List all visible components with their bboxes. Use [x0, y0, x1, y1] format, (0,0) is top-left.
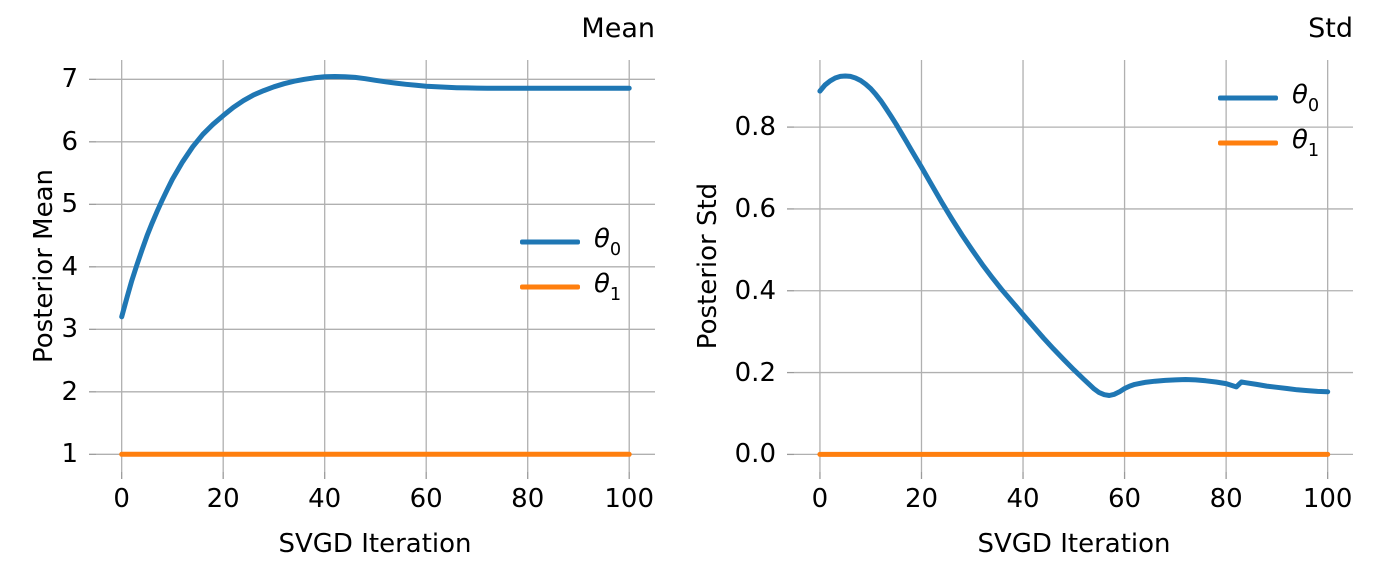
std-chart-title: Std — [1308, 13, 1353, 44]
std-legend-label-theta0: θ0 — [1292, 80, 1320, 117]
std-x-tick-label: 20 — [904, 484, 939, 514]
mean-y-tick-label: 7 — [61, 64, 78, 95]
mean-x-tick-label: 40 — [308, 484, 342, 514]
mean-x-tick-label: 20 — [206, 484, 240, 514]
mean-y-axis-label: Posterior Mean — [29, 168, 59, 364]
mean-y-tick-label: 1 — [61, 439, 78, 470]
std-legend-swatch-theta1 — [1218, 140, 1278, 146]
std-y-tick-label: 0.6 — [734, 193, 776, 224]
mean-legend-label-theta0: θ0 — [594, 224, 622, 261]
std-legend-swatch-theta0 — [1218, 95, 1278, 101]
std-y-axis-label: Posterior Std — [693, 182, 723, 350]
mean-chart-title: Mean — [581, 13, 655, 44]
mean-x-tick-label: 0 — [113, 484, 130, 514]
std-x-tick-label: 100 — [1302, 484, 1353, 514]
mean-legend-swatch-theta1 — [520, 284, 580, 290]
std-x-tick-label: 60 — [1108, 484, 1142, 514]
std-y-tick-label: 0.8 — [734, 112, 776, 143]
std-x-tick-label: 40 — [1006, 484, 1040, 514]
mean-theta0-line — [119, 74, 632, 320]
mean-legend-label-theta1: θ1 — [594, 269, 622, 306]
std-x-axis-label: SVGD Iteration — [977, 529, 1171, 559]
std-x-tick-label: 80 — [1209, 484, 1243, 514]
mean-y-tick-label: 6 — [61, 126, 78, 157]
mean-y-tick-label: 5 — [61, 189, 78, 220]
mean-x-tick-label: 100 — [604, 484, 655, 514]
mean-y-tick-label: 4 — [61, 251, 78, 282]
mean-y-tick-label: 2 — [61, 376, 78, 407]
mean-y-tick-label: 3 — [61, 314, 78, 345]
mean-legend-swatch-theta0 — [520, 239, 580, 245]
mean-x-axis-label: SVGD Iteration — [278, 529, 472, 559]
mean-x-tick-label: 60 — [409, 484, 443, 514]
std-y-tick-label: 0.4 — [734, 275, 776, 306]
std-legend-label-theta1: θ1 — [1292, 125, 1320, 162]
std-x-tick-label: 0 — [811, 484, 829, 514]
mean-x-tick-label: 80 — [511, 484, 545, 514]
std-y-tick-label: 0.2 — [734, 357, 776, 388]
std-y-tick-label: 0.0 — [734, 439, 776, 470]
std-theta0-line — [817, 73, 1331, 398]
